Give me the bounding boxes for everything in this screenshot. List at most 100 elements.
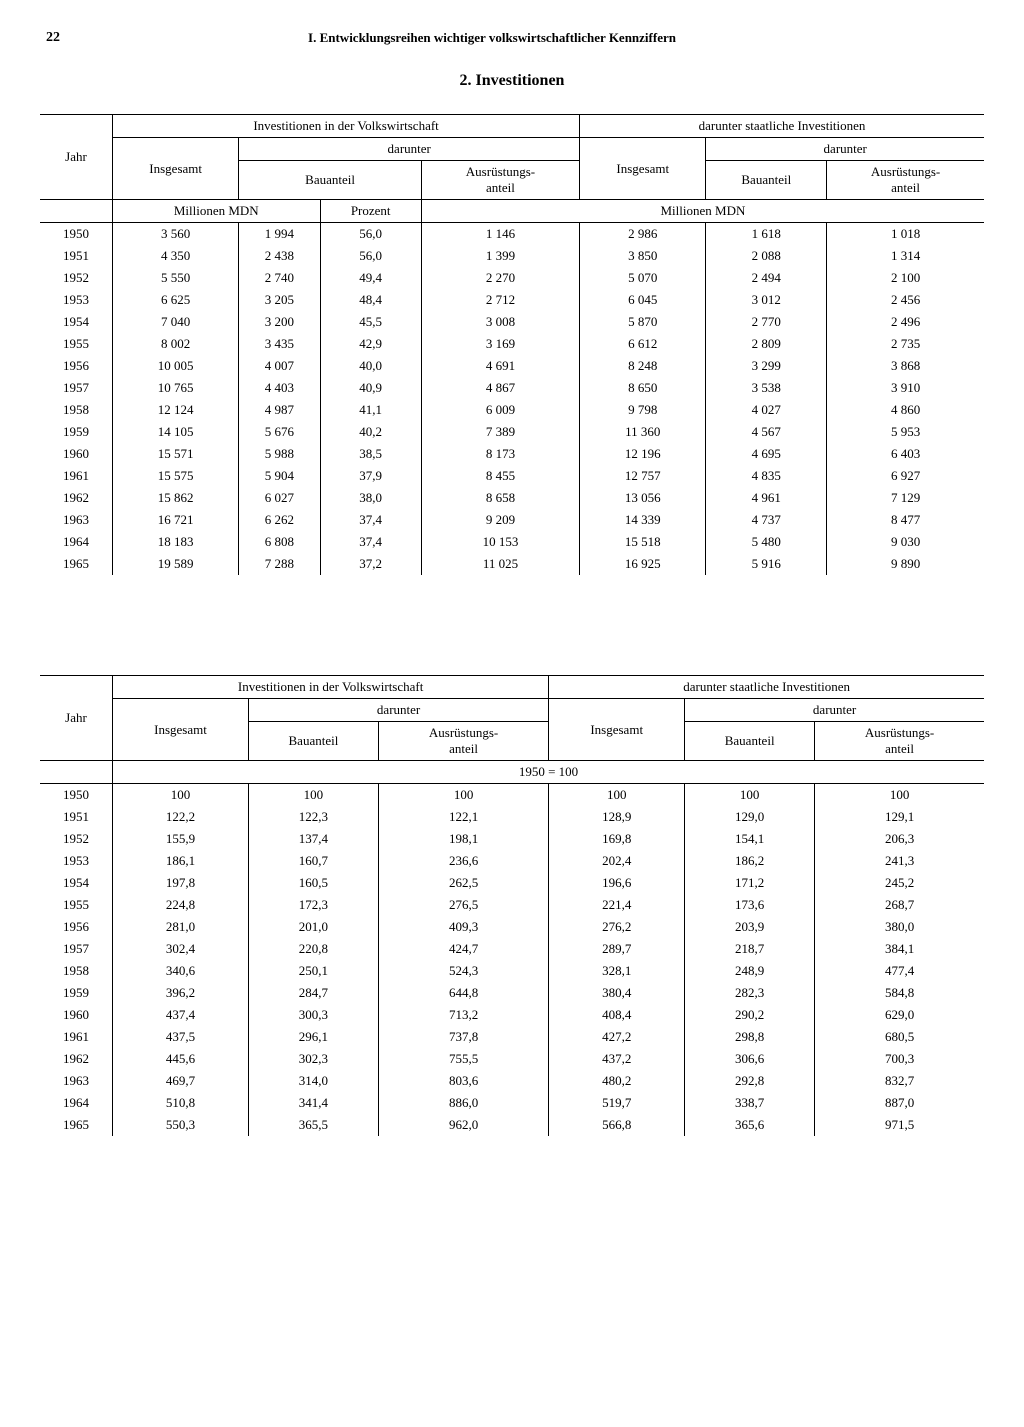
table-row: 1957302,4220,8424,7289,7218,7384,1 xyxy=(40,938,984,960)
table-row: 19503 5601 99456,01 1462 9861 6181 018 xyxy=(40,223,984,246)
cell: 42,9 xyxy=(320,333,421,355)
cell: 1 399 xyxy=(421,245,579,267)
cell: 281,0 xyxy=(113,916,249,938)
cell: 300,3 xyxy=(248,1004,378,1026)
cell: 4 691 xyxy=(421,355,579,377)
cell: 1 994 xyxy=(239,223,320,246)
col-group-staat: darunter staatliche Investitionen xyxy=(549,676,984,699)
cell: 306,6 xyxy=(685,1048,815,1070)
cell: 2 770 xyxy=(706,311,827,333)
cell: 1950 xyxy=(40,223,113,246)
cell: 100 xyxy=(685,784,815,807)
cell: 9 030 xyxy=(827,531,984,553)
cell: 6 927 xyxy=(827,465,984,487)
cell: 4 027 xyxy=(706,399,827,421)
cell: 1959 xyxy=(40,421,113,443)
cell: 2 438 xyxy=(239,245,320,267)
cell: 100 xyxy=(113,784,249,807)
cell: 1951 xyxy=(40,806,113,828)
cell: 1954 xyxy=(40,872,113,894)
cell: 5 480 xyxy=(706,531,827,553)
cell: 2 986 xyxy=(580,223,706,246)
cell: 6 808 xyxy=(239,531,320,553)
cell: 971,5 xyxy=(815,1114,984,1136)
cell: 409,3 xyxy=(378,916,548,938)
col-darunter-2: darunter xyxy=(685,699,984,722)
cell: 365,5 xyxy=(248,1114,378,1136)
cell: 4 860 xyxy=(827,399,984,421)
col-insgesamt: Insgesamt xyxy=(113,699,249,761)
cell: 1962 xyxy=(40,1048,113,1070)
cell: 424,7 xyxy=(378,938,548,960)
cell: 4 567 xyxy=(706,421,827,443)
cell: 6 045 xyxy=(580,289,706,311)
cell: 12 196 xyxy=(580,443,706,465)
cell: 1957 xyxy=(40,938,113,960)
cell: 11 360 xyxy=(580,421,706,443)
table-row: 19547 0403 20045,53 0085 8702 7702 496 xyxy=(40,311,984,333)
cell: 7 129 xyxy=(827,487,984,509)
cell: 100 xyxy=(815,784,984,807)
cell: 8 455 xyxy=(421,465,579,487)
cell: 198,1 xyxy=(378,828,548,850)
col-ausr-2: Ausrüstungs- anteil xyxy=(815,722,984,761)
cell: 2 270 xyxy=(421,267,579,289)
cell: 41,1 xyxy=(320,399,421,421)
cell: 282,3 xyxy=(685,982,815,1004)
cell: 10 153 xyxy=(421,531,579,553)
table-row: 1955224,8172,3276,5221,4173,6268,7 xyxy=(40,894,984,916)
cell: 384,1 xyxy=(815,938,984,960)
cell: 276,5 xyxy=(378,894,548,916)
cell: 13 056 xyxy=(580,487,706,509)
col-bauanteil-2: Bauanteil xyxy=(685,722,815,761)
table-row: 1963469,7314,0803,6480,2292,8832,7 xyxy=(40,1070,984,1092)
cell: 1962 xyxy=(40,487,113,509)
cell: 1964 xyxy=(40,531,113,553)
cell: 365,6 xyxy=(685,1114,815,1136)
col-bauanteil-2: Bauanteil xyxy=(706,161,827,200)
cell: 224,8 xyxy=(113,894,249,916)
cell: 12 757 xyxy=(580,465,706,487)
cell: 298,8 xyxy=(685,1026,815,1048)
table-row: 1953186,1160,7236,6202,4186,2241,3 xyxy=(40,850,984,872)
cell: 155,9 xyxy=(113,828,249,850)
cell: 1 146 xyxy=(421,223,579,246)
cell: 172,3 xyxy=(248,894,378,916)
cell: 427,2 xyxy=(549,1026,685,1048)
cell: 3 169 xyxy=(421,333,579,355)
cell: 171,2 xyxy=(685,872,815,894)
cell: 1963 xyxy=(40,509,113,531)
cell: 1961 xyxy=(40,465,113,487)
cell: 1954 xyxy=(40,311,113,333)
cell: 290,2 xyxy=(685,1004,815,1026)
cell: 3 560 xyxy=(113,223,239,246)
cell: 566,8 xyxy=(549,1114,685,1136)
col-darunter-2: darunter xyxy=(706,138,984,161)
cell: 37,4 xyxy=(320,531,421,553)
cell: 37,9 xyxy=(320,465,421,487)
cell: 160,7 xyxy=(248,850,378,872)
table-head: Jahr Investitionen in der Volkswirtschaf… xyxy=(40,676,984,784)
cell: 2 088 xyxy=(706,245,827,267)
cell: 1965 xyxy=(40,553,113,575)
cell: 3 910 xyxy=(827,377,984,399)
cell: 14 339 xyxy=(580,509,706,531)
cell: 832,7 xyxy=(815,1070,984,1092)
cell: 550,3 xyxy=(113,1114,249,1136)
unit-mio-2: Millionen MDN xyxy=(421,200,984,223)
cell: 4 867 xyxy=(421,377,579,399)
cell: 16 925 xyxy=(580,553,706,575)
table-row: 195914 1055 67640,27 38911 3604 5675 953 xyxy=(40,421,984,443)
cell: 886,0 xyxy=(378,1092,548,1114)
table-row: 1956281,0201,0409,3276,2203,9380,0 xyxy=(40,916,984,938)
cell: 2 100 xyxy=(827,267,984,289)
cell: 341,4 xyxy=(248,1092,378,1114)
cell: 3 850 xyxy=(580,245,706,267)
table-row: 196316 7216 26237,49 20914 3394 7378 477 xyxy=(40,509,984,531)
table-row: 195710 7654 40340,94 8678 6503 5383 910 xyxy=(40,377,984,399)
cell: 40,0 xyxy=(320,355,421,377)
cell: 1960 xyxy=(40,443,113,465)
cell: 3 538 xyxy=(706,377,827,399)
cell: 1953 xyxy=(40,850,113,872)
cell: 129,0 xyxy=(685,806,815,828)
